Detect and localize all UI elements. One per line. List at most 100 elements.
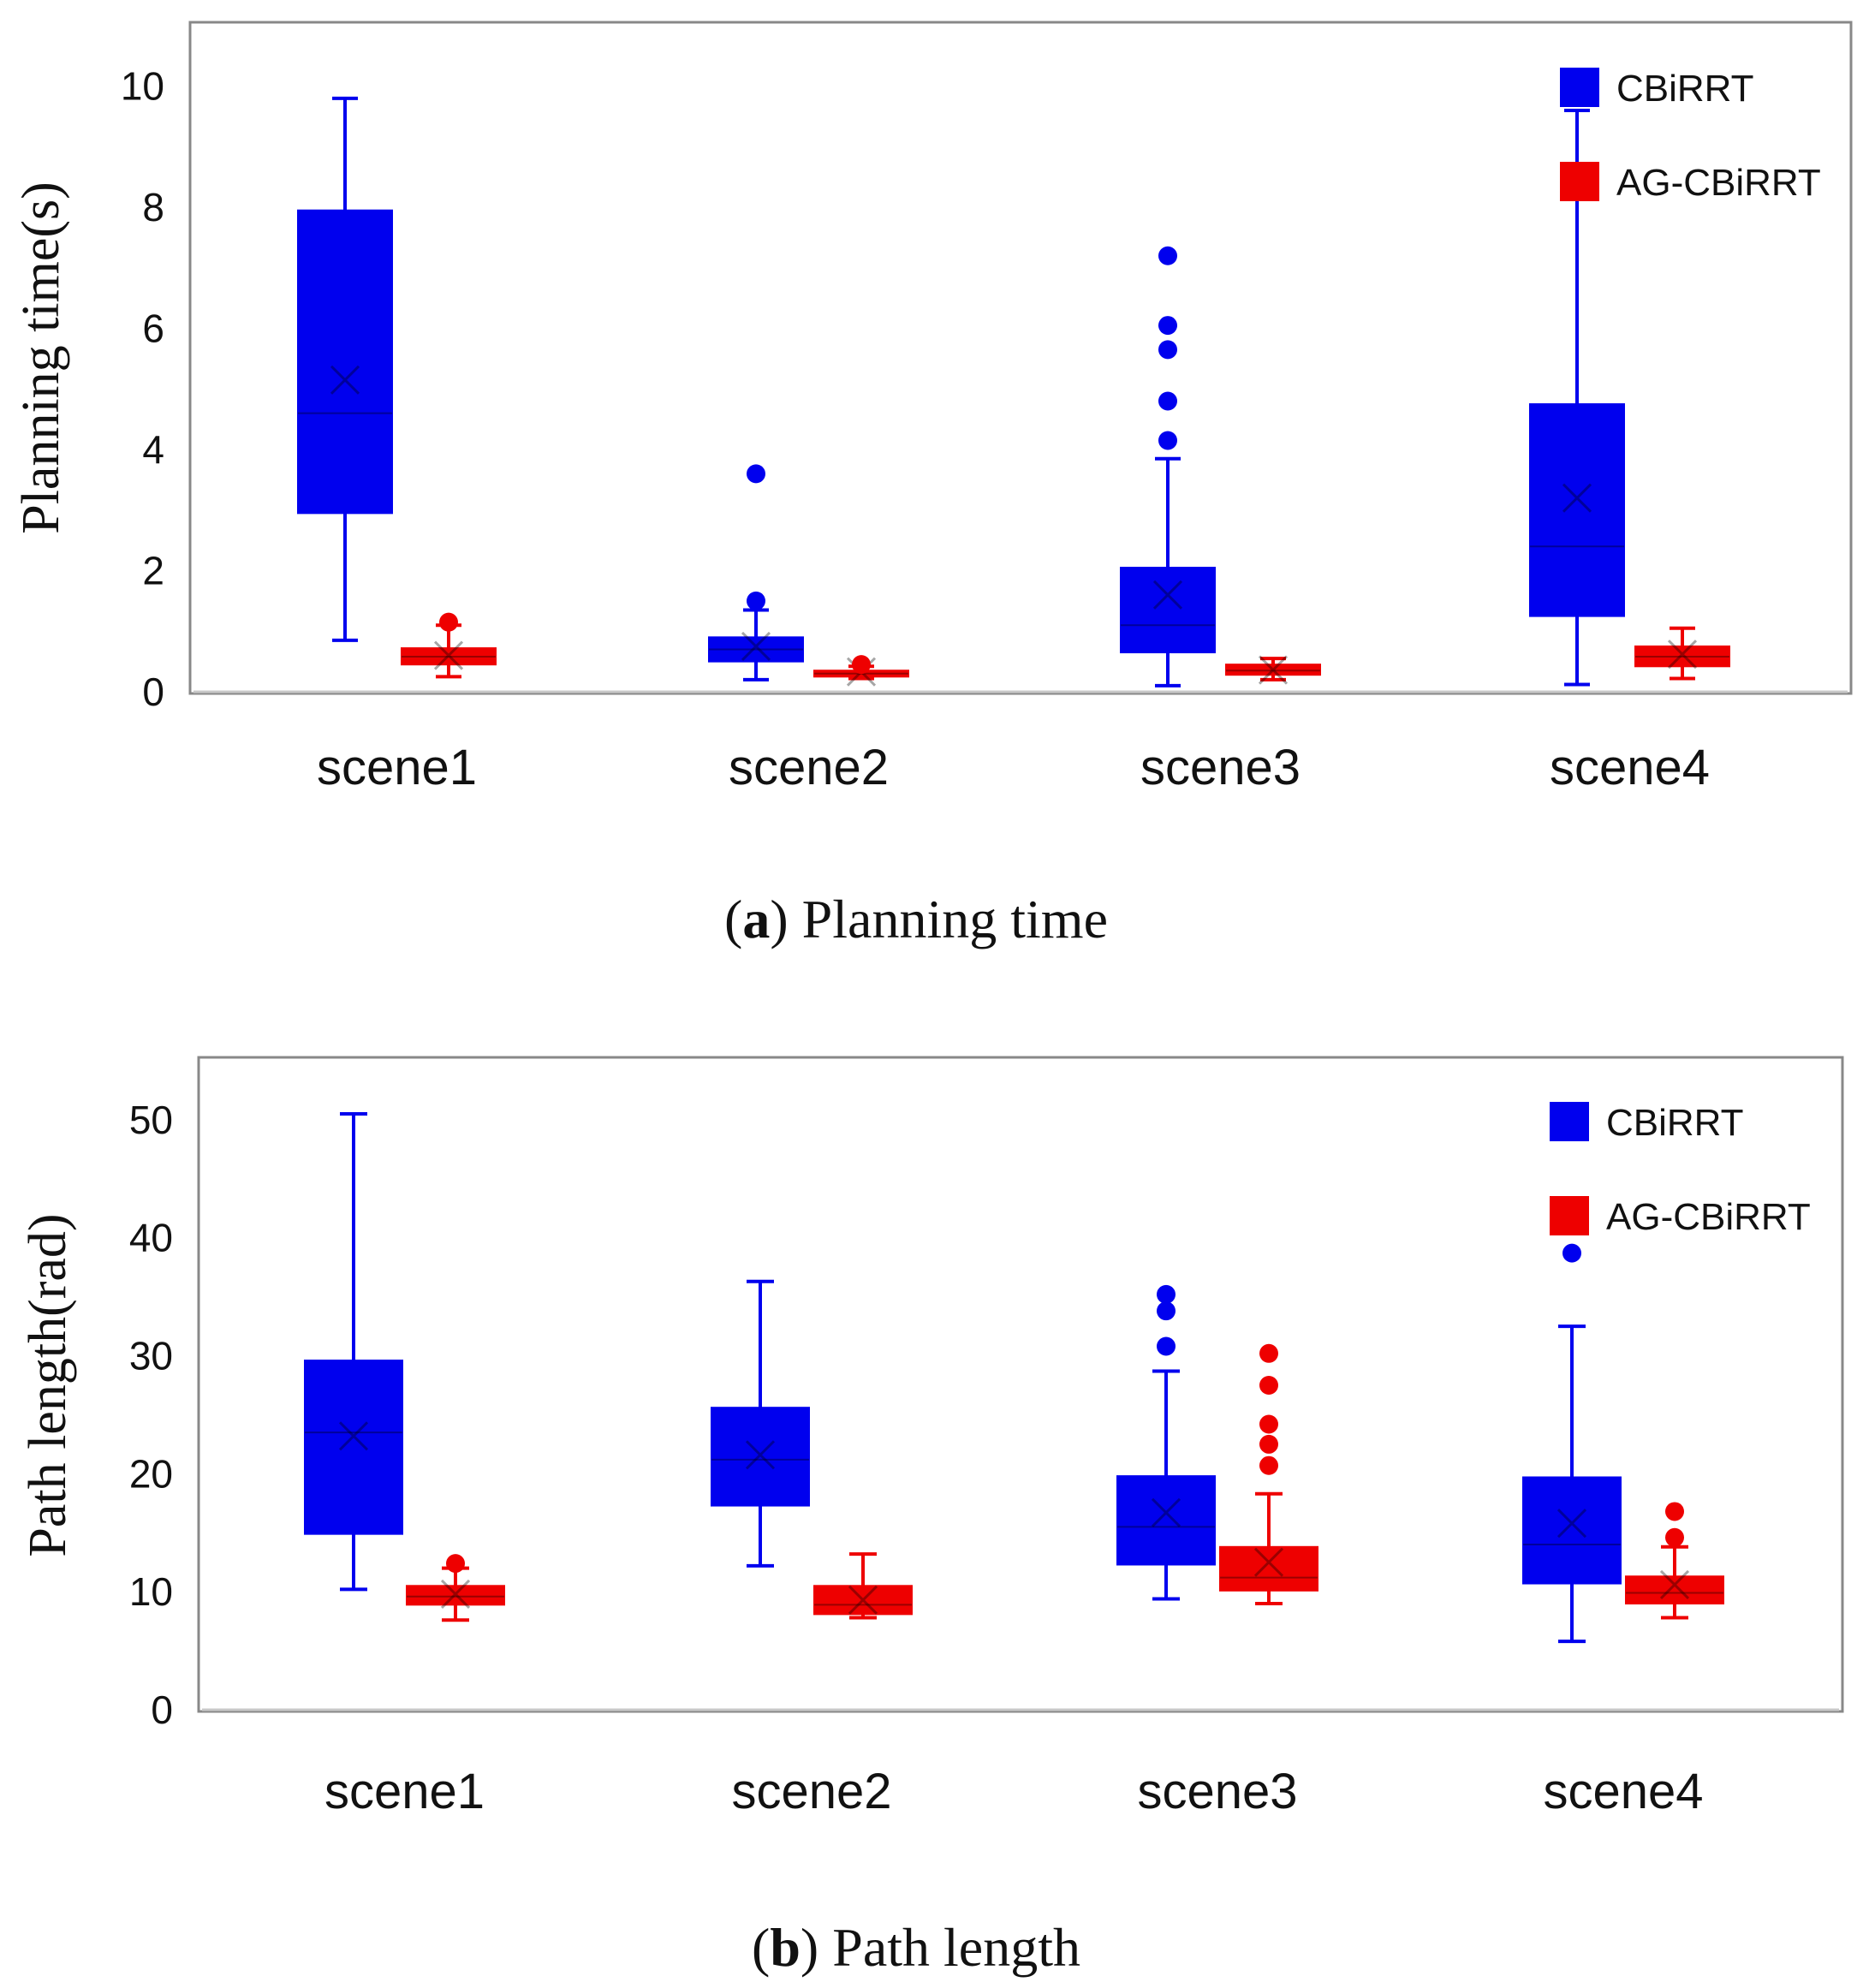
outlier-point: [1562, 1243, 1581, 1263]
box-cbirrt-scene3: [1120, 246, 1216, 687]
box-ag-cbirrt-scene3: [1219, 1343, 1318, 1605]
box-cbirrt-scene3: [1116, 1284, 1216, 1601]
legend-label: AG-CBiRRT: [1616, 162, 1821, 204]
outlier-point: [446, 1554, 465, 1574]
outlier-point: [1259, 1414, 1278, 1434]
outlier-point: [1259, 1434, 1278, 1454]
box-cbirrt-scene1: [304, 1112, 403, 1592]
y-tick-label: 10: [121, 64, 164, 109]
legend: CBiRRT AG-CBiRRT: [1560, 68, 1821, 204]
outlier-point: [1157, 1301, 1176, 1321]
outlier-point: [1259, 1343, 1278, 1363]
caption-text: Path length: [832, 1917, 1080, 1978]
box-iqr: [1116, 1475, 1216, 1566]
legend-label: CBiRRT: [1606, 1102, 1744, 1144]
y-tick-label: 0: [142, 670, 164, 714]
box-ag-cbirrt-scene1: [401, 612, 497, 679]
outlier-point: [1665, 1502, 1684, 1521]
box-ag-cbirrt-scene2: [813, 655, 909, 687]
box-ag-cbirrt-scene2: [813, 1552, 913, 1620]
outlier-point: [747, 464, 765, 484]
y-tick-label: 40: [129, 1216, 173, 1260]
box-cbirrt-scene1: [297, 96, 393, 642]
y-tick-label: 50: [129, 1098, 173, 1142]
y-ticks: 0 2 4 6 8 10: [121, 64, 1848, 714]
legend-swatch: [1550, 1196, 1589, 1235]
box-ag-cbirrt-scene1: [406, 1554, 505, 1622]
box-iqr: [1625, 1575, 1724, 1604]
outlier-point: [852, 655, 871, 675]
outlier-point: [1158, 246, 1177, 265]
legend-label: AG-CBiRRT: [1606, 1196, 1811, 1238]
caption: (a) Planning time: [724, 889, 1108, 949]
panel-path-length: 0 10 20 30 40 50 scene1 scene2 scene3 scene4 CBi…: [19, 1056, 1844, 1978]
caption: (b) Path length: [752, 1917, 1080, 1978]
boxplot-marks: [297, 96, 1730, 687]
outlier-point: [1158, 431, 1177, 450]
legend-swatch: [1560, 162, 1599, 201]
mean-marker: [338, 1421, 369, 1451]
mean-marker: [1253, 1547, 1284, 1577]
outlier-point: [747, 591, 765, 610]
box-iqr: [813, 1585, 913, 1616]
mean-marker: [440, 1579, 471, 1610]
y-tick-label: 30: [129, 1334, 173, 1378]
box-iqr: [711, 1407, 810, 1507]
category-label: scene3: [1137, 1764, 1297, 1819]
box-ag-cbirrt-scene3: [1225, 655, 1321, 685]
y-axis-label: Path length(rad): [19, 1213, 77, 1556]
box-cbirrt-scene4: [1529, 109, 1625, 687]
legend-label: CBiRRT: [1616, 68, 1754, 110]
outlier-point: [1665, 1527, 1684, 1547]
outlier-point: [1259, 1376, 1278, 1395]
panel-planning-time: 0 2 4 6 8 10 scene1 scene2 scene3 scene4 CBiRRT A…: [12, 21, 1853, 949]
box-ag-cbirrt-scene4: [1625, 1502, 1724, 1620]
mean-marker: [1667, 640, 1698, 670]
category-label: scene1: [317, 740, 477, 795]
y-tick-label: 8: [142, 185, 164, 229]
box-iqr: [708, 636, 804, 663]
mean-marker: [330, 365, 360, 395]
outlier-point: [439, 612, 458, 632]
mean-marker: [1659, 1569, 1690, 1599]
category-label: scene2: [731, 1764, 891, 1819]
box-cbirrt-scene4: [1522, 1243, 1622, 1644]
y-tick-label: 4: [142, 427, 164, 472]
box-iqr: [406, 1585, 505, 1606]
legend-swatch: [1550, 1102, 1589, 1141]
mean-marker: [433, 640, 464, 670]
box-cbirrt-scene2: [711, 1279, 810, 1568]
y-tick-label: 2: [142, 549, 164, 593]
mean-marker: [745, 1440, 776, 1470]
box-ag-cbirrt-scene4: [1634, 626, 1730, 681]
outlier-point: [1157, 1284, 1176, 1304]
category-label: scene3: [1140, 740, 1301, 795]
box-iqr: [1219, 1545, 1318, 1592]
caption-letter: b: [770, 1917, 801, 1978]
y-ticks: 0 10 20 30 40 50: [129, 1098, 1839, 1732]
outlier-point: [1259, 1455, 1278, 1475]
category-label: scene4: [1550, 740, 1710, 795]
legend-swatch: [1560, 68, 1599, 107]
box-iqr: [1522, 1476, 1622, 1585]
mean-marker: [1151, 1497, 1181, 1527]
plot-frame: [197, 1056, 1844, 1713]
caption-text: Planning time: [802, 889, 1108, 949]
mean-marker: [1258, 655, 1289, 685]
outlier-point: [1158, 391, 1177, 411]
caption-letter: a: [742, 889, 770, 949]
category-label: scene4: [1543, 1764, 1703, 1819]
box-iqr: [401, 647, 497, 666]
box-iqr: [297, 209, 393, 515]
box-iqr: [1225, 664, 1321, 676]
box-cbirrt-scene2: [708, 464, 804, 682]
y-tick-label: 20: [129, 1451, 173, 1496]
box-iqr: [304, 1360, 403, 1535]
category-label: scene1: [324, 1764, 485, 1819]
outlier-point: [1158, 340, 1177, 360]
outlier-point: [1158, 316, 1177, 336]
outlier-point: [1157, 1336, 1176, 1356]
y-tick-label: 0: [151, 1687, 173, 1732]
y-tick-label: 6: [142, 307, 164, 351]
